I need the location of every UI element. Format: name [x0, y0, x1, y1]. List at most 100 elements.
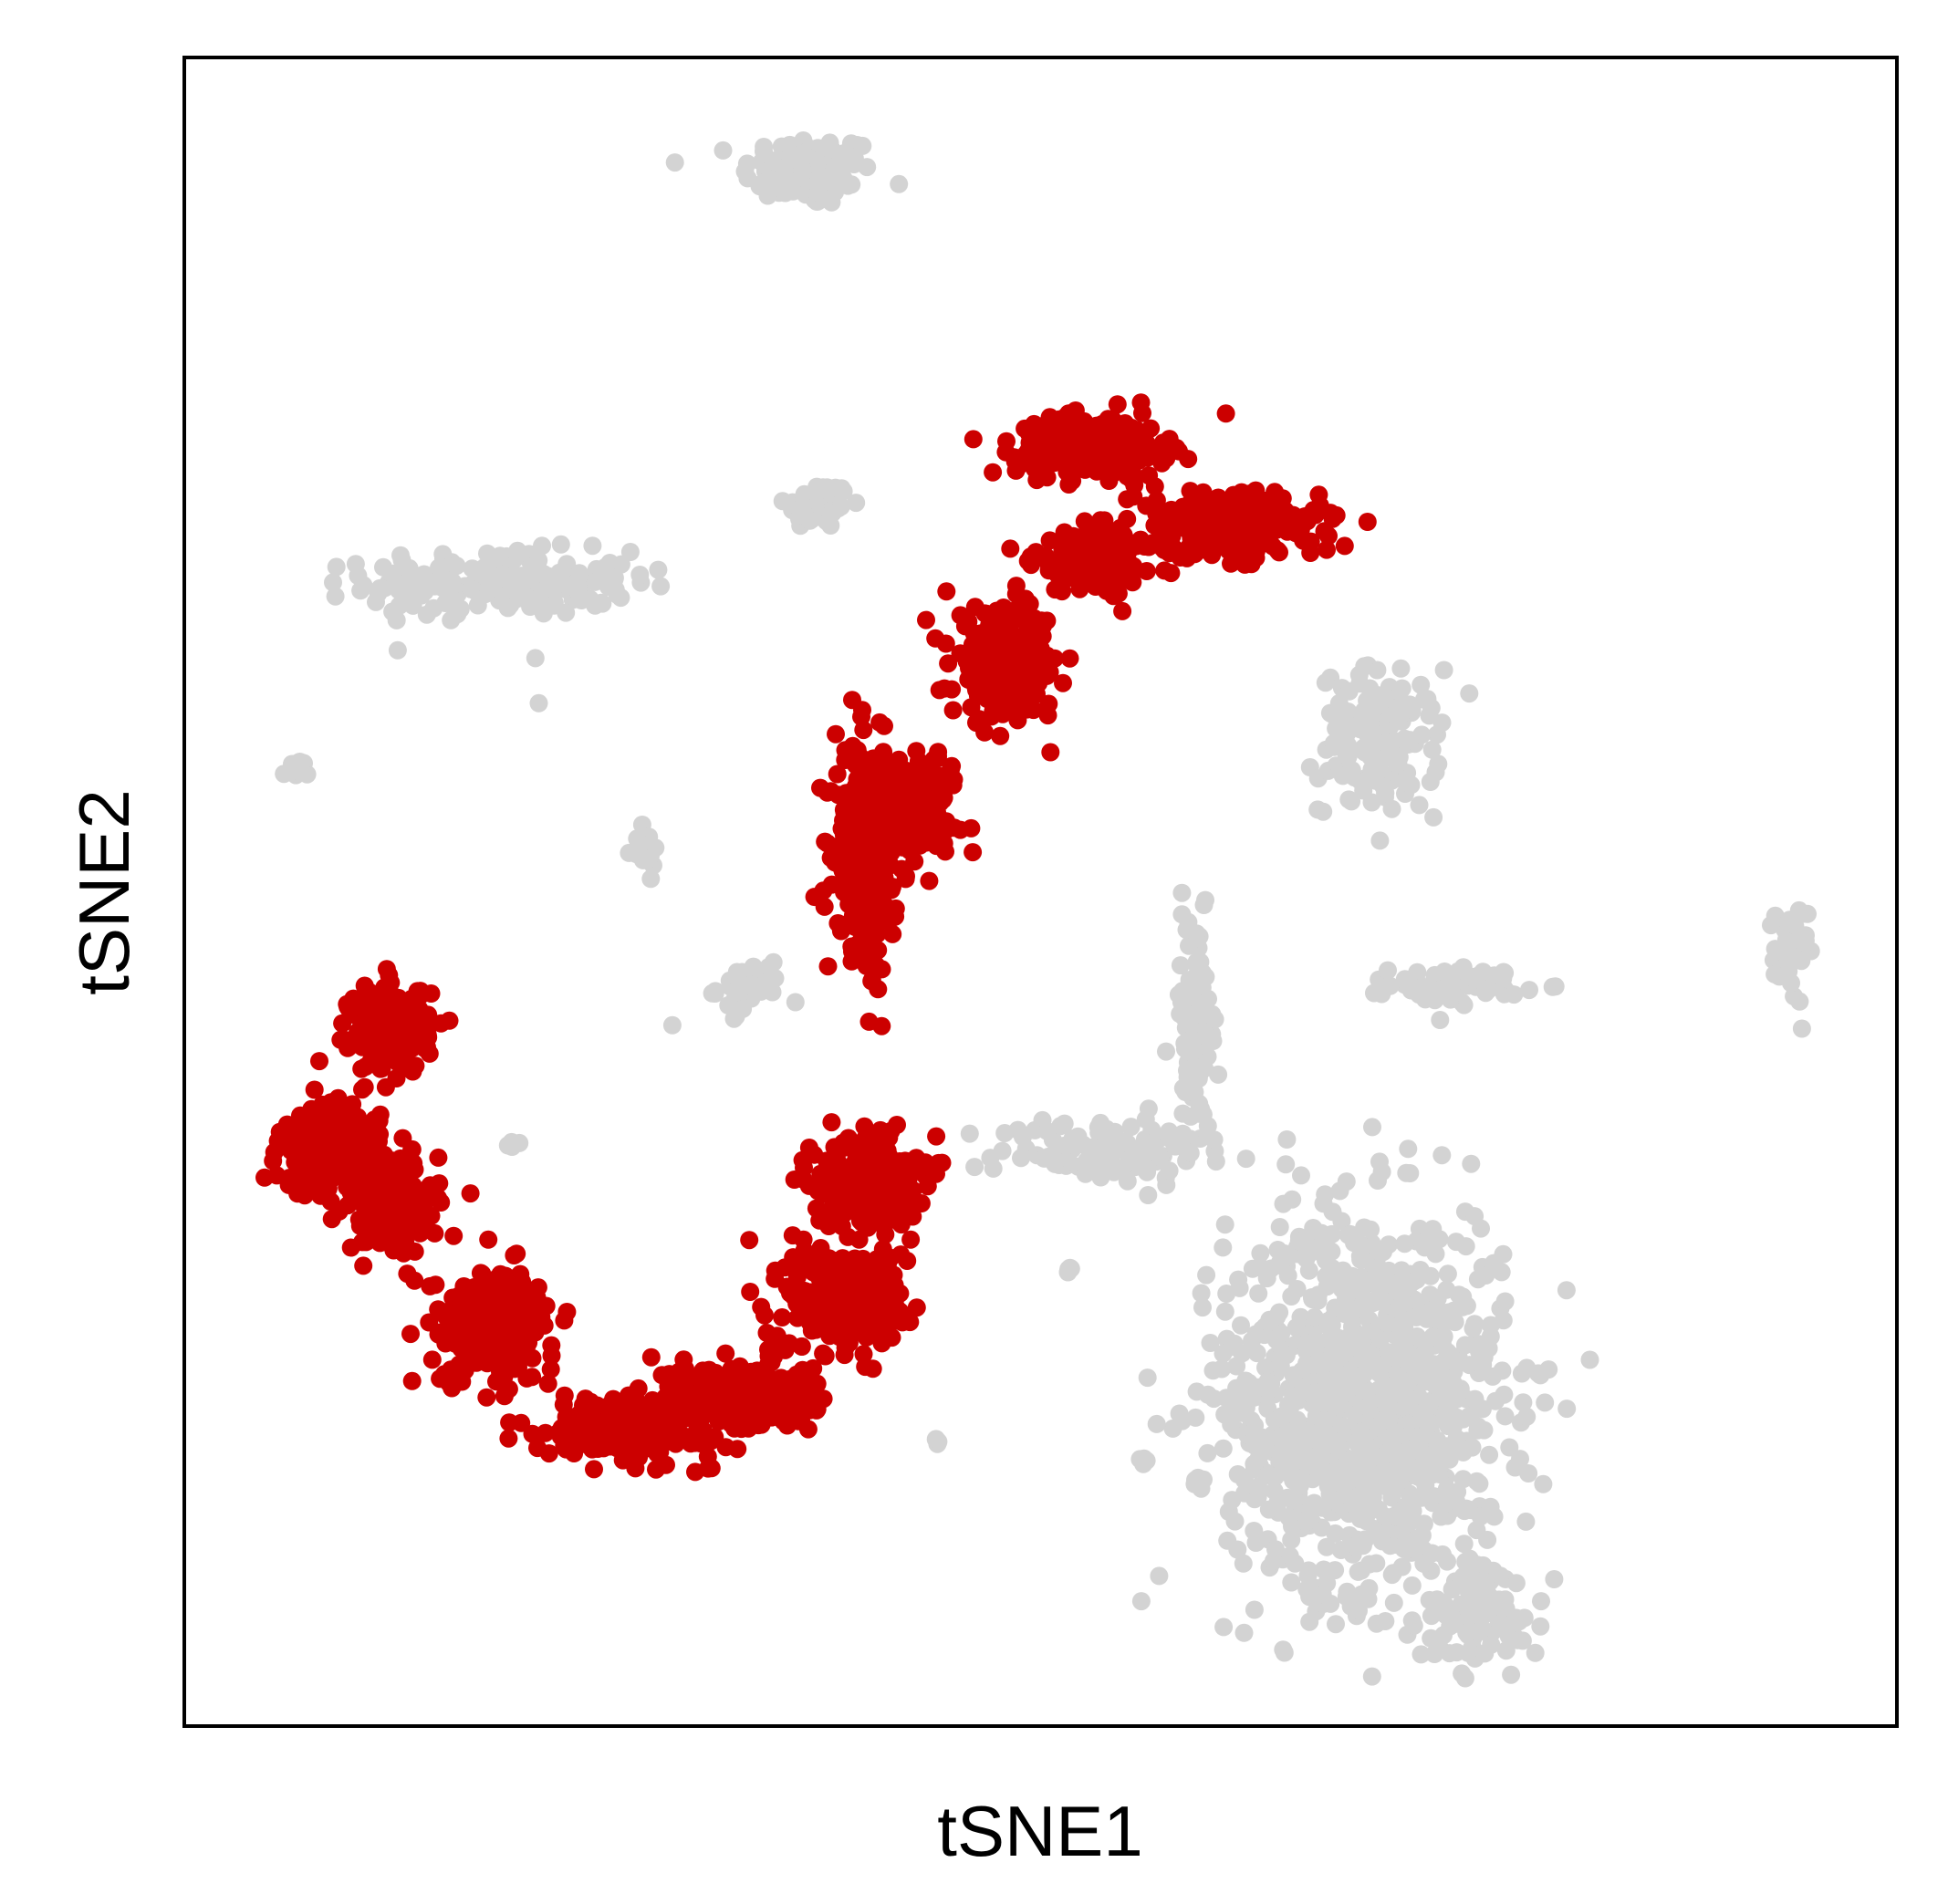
- data-point: [1392, 1324, 1412, 1343]
- data-point: [1150, 521, 1169, 540]
- data-point: [1453, 1295, 1472, 1314]
- data-point: [1367, 1614, 1386, 1633]
- data-point: [512, 567, 531, 586]
- data-point: [1431, 1011, 1450, 1029]
- data-point: [1520, 981, 1538, 1000]
- data-point: [1348, 1300, 1367, 1319]
- data-point: [411, 986, 430, 1005]
- data-point: [1335, 536, 1354, 556]
- data-point: [1424, 807, 1443, 827]
- data-point: [920, 792, 939, 811]
- data-point: [987, 670, 1006, 689]
- data-point: [1792, 952, 1811, 971]
- data-point: [349, 567, 368, 585]
- data-point: [1409, 1468, 1428, 1486]
- data-point: [857, 956, 876, 975]
- data-point: [1108, 395, 1127, 414]
- data-point: [1282, 1530, 1301, 1549]
- data-point: [344, 1188, 363, 1207]
- data-point: [360, 1202, 380, 1221]
- data-point: [353, 1233, 372, 1252]
- data-point: [1182, 985, 1202, 1004]
- data-point: [842, 915, 861, 934]
- data-point: [1478, 1530, 1497, 1549]
- data-point: [387, 1020, 406, 1038]
- data-point: [328, 1088, 348, 1108]
- data-point: [1420, 1224, 1439, 1243]
- data-point: [1300, 1337, 1319, 1357]
- data-point: [814, 881, 833, 900]
- data-point: [927, 1430, 945, 1449]
- data-point: [1474, 1420, 1494, 1440]
- data-point: [848, 781, 867, 800]
- data-point: [1432, 1146, 1452, 1165]
- data-point: [351, 581, 370, 600]
- data-point: [1282, 1573, 1301, 1592]
- data-point: [311, 1186, 330, 1205]
- data-point: [1446, 1233, 1465, 1252]
- data-point: [999, 638, 1018, 656]
- data-point: [396, 1215, 415, 1234]
- data-point: [378, 1207, 397, 1226]
- data-point: [1363, 1118, 1381, 1137]
- data-point: [1187, 924, 1206, 943]
- data-point: [1054, 442, 1072, 461]
- data-point: [1017, 700, 1037, 719]
- data-point: [822, 192, 841, 212]
- data-point: [665, 153, 684, 172]
- data-point: [1312, 1223, 1331, 1243]
- data-point: [533, 536, 551, 556]
- data-point: [1495, 1385, 1514, 1404]
- data-point: [526, 1323, 545, 1342]
- data-point: [479, 1230, 498, 1249]
- data-point: [1355, 1271, 1374, 1290]
- data-point: [1026, 543, 1046, 562]
- data-point: [1350, 1246, 1370, 1265]
- data-point: [377, 960, 396, 979]
- data-point: [1441, 1617, 1460, 1636]
- data-point: [560, 1416, 579, 1435]
- data-point: [400, 1059, 419, 1077]
- data-point: [1526, 1643, 1545, 1662]
- data-point: [1447, 1429, 1466, 1448]
- data-point: [444, 1226, 464, 1245]
- data-point: [834, 169, 853, 188]
- data-point: [442, 610, 461, 629]
- data-point: [853, 136, 872, 155]
- data-point: [1505, 985, 1524, 1004]
- data-point: [901, 806, 920, 826]
- data-point: [1170, 1404, 1189, 1423]
- data-point: [1318, 1537, 1336, 1556]
- data-point: [1489, 1590, 1508, 1609]
- data-point: [1249, 1284, 1268, 1303]
- data-point: [1480, 1445, 1499, 1464]
- data-point: [1482, 1635, 1501, 1654]
- data-point: [663, 1373, 682, 1392]
- data-point: [1214, 1439, 1233, 1458]
- data-point: [539, 1444, 558, 1463]
- data-point: [331, 1030, 350, 1049]
- data-point: [984, 1159, 1003, 1178]
- data-point: [1048, 1136, 1068, 1155]
- data-point: [448, 1329, 467, 1348]
- data-point: [513, 582, 532, 601]
- data-point: [1203, 1032, 1223, 1050]
- data-point: [291, 1106, 309, 1125]
- data-point: [426, 1275, 445, 1295]
- data-point: [1144, 1137, 1163, 1156]
- data-point: [1215, 1215, 1234, 1234]
- data-point: [1124, 487, 1143, 506]
- data-point: [550, 563, 569, 582]
- data-point: [1357, 1352, 1376, 1370]
- data-point: [1400, 1349, 1419, 1368]
- data-point: [1438, 1552, 1456, 1571]
- data-point: [776, 1340, 795, 1359]
- data-point: [1429, 754, 1448, 774]
- data-point: [429, 1148, 448, 1167]
- data-point: [669, 1431, 688, 1450]
- data-point: [1399, 1139, 1418, 1159]
- data-point: [433, 578, 452, 598]
- data-point: [1420, 1395, 1439, 1413]
- data-point: [1331, 1459, 1350, 1478]
- data-point: [1331, 1541, 1350, 1559]
